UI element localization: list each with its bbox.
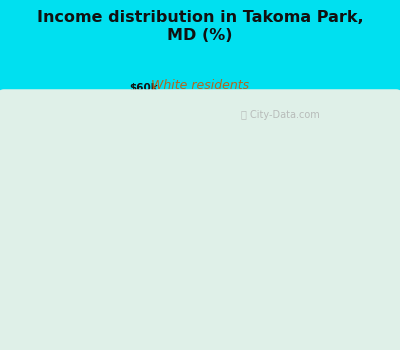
Wedge shape (200, 220, 274, 281)
Text: $50k: $50k (55, 111, 178, 164)
Wedge shape (200, 220, 261, 306)
Wedge shape (114, 220, 200, 234)
Text: Income distribution in Takoma Park,
MD (%): Income distribution in Takoma Park, MD (… (37, 10, 363, 43)
Wedge shape (200, 144, 261, 220)
Wedge shape (200, 220, 286, 264)
Wedge shape (200, 186, 284, 220)
Text: ⓘ City-Data.com: ⓘ City-Data.com (241, 110, 319, 120)
Wedge shape (186, 220, 214, 307)
Wedge shape (200, 160, 279, 220)
Wedge shape (115, 220, 200, 306)
Text: $200k: $200k (182, 281, 218, 350)
Wedge shape (200, 139, 239, 220)
Text: > $200k: > $200k (258, 201, 368, 211)
Text: $40k: $40k (33, 157, 152, 183)
Text: $10k: $10k (247, 259, 349, 291)
Text: $30k: $30k (26, 222, 139, 232)
Text: $100k: $100k (25, 248, 145, 272)
Text: $125k: $125k (25, 183, 142, 202)
Text: $60k: $60k (129, 83, 198, 160)
Text: White residents: White residents (151, 79, 249, 92)
Wedge shape (114, 134, 227, 220)
Wedge shape (200, 202, 286, 229)
Text: $150k: $150k (37, 134, 163, 172)
Text: $20k: $20k (94, 270, 164, 340)
